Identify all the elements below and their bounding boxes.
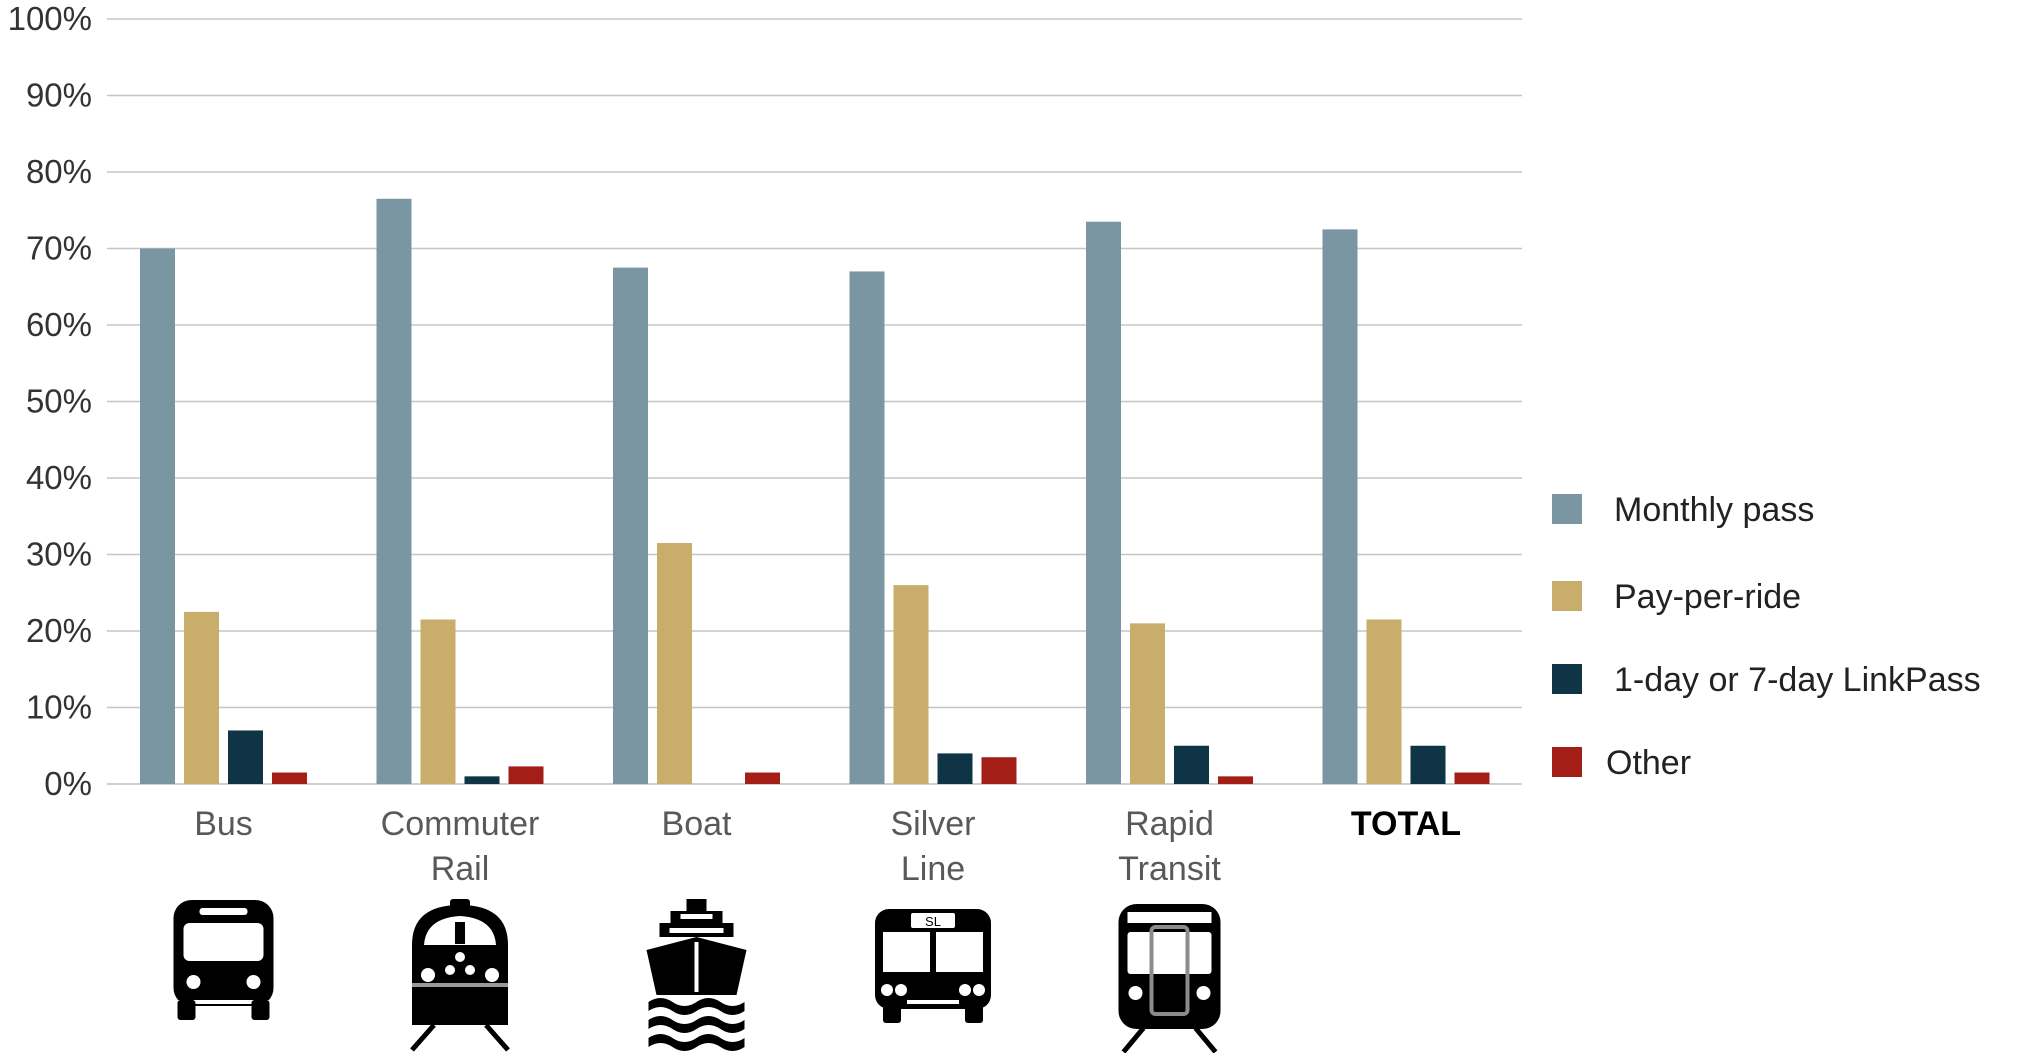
mode-icons: SL bbox=[173, 899, 1221, 1053]
y-tick-label: 0% bbox=[44, 765, 92, 802]
category-label: Silver bbox=[890, 805, 975, 843]
legend-label: Other bbox=[1606, 744, 1691, 782]
bar bbox=[420, 619, 456, 784]
y-tick-label: 70% bbox=[26, 230, 92, 267]
legend-swatch bbox=[1552, 494, 1582, 524]
bar bbox=[184, 611, 219, 784]
category-label: Rail bbox=[431, 850, 490, 888]
category-label: Commuter bbox=[381, 805, 540, 843]
bar bbox=[893, 585, 929, 784]
bar bbox=[376, 198, 412, 784]
y-tick-label: 90% bbox=[26, 77, 92, 114]
y-tick-label: 40% bbox=[26, 459, 92, 496]
bar bbox=[228, 730, 263, 784]
legend-swatch bbox=[1552, 747, 1582, 777]
legend: Monthly pass Pay-per-ride 1-day or 7-day L… bbox=[1552, 491, 1981, 782]
legend-label: Pay-per-ride bbox=[1614, 578, 1801, 616]
bus-icon bbox=[173, 900, 274, 1020]
bar bbox=[657, 543, 692, 784]
y-tick-label: 10% bbox=[26, 689, 92, 726]
category-label: TOTAL bbox=[1351, 805, 1461, 843]
legend-entry: 1-day or 7-day LinkPass bbox=[1552, 661, 1981, 699]
y-tick-label: 20% bbox=[26, 612, 92, 649]
bar bbox=[1130, 623, 1165, 784]
bar bbox=[1322, 229, 1358, 784]
bar bbox=[508, 766, 544, 784]
bar bbox=[272, 772, 307, 784]
bar bbox=[1174, 745, 1209, 784]
legend-label: 1-day or 7-day LinkPass bbox=[1614, 661, 1981, 699]
bar bbox=[937, 753, 973, 784]
bar bbox=[140, 248, 175, 784]
category-labels: Bus Commuter Rail Boat Silver Line Rapid Transi… bbox=[194, 805, 1461, 888]
legend-entry: Pay-per-ride bbox=[1552, 578, 1801, 616]
legend-label: Monthly pass bbox=[1614, 491, 1814, 529]
legend-swatch bbox=[1552, 664, 1582, 694]
legend-entry: Other bbox=[1552, 744, 1691, 782]
y-tick-label: 50% bbox=[26, 383, 92, 420]
bar bbox=[1366, 619, 1402, 784]
category-label: Bus bbox=[194, 805, 253, 843]
boat-icon bbox=[646, 899, 747, 1051]
y-axis-ticks: 0% 10% 20% 30% 40% 50% 60% 70% 80% 90% 100% bbox=[8, 0, 92, 802]
y-tick-label: 30% bbox=[26, 536, 92, 573]
y-tick-label: 100% bbox=[8, 0, 92, 37]
bar bbox=[1086, 221, 1121, 785]
category-label: Transit bbox=[1118, 850, 1221, 888]
svg-text:SL: SL bbox=[925, 914, 941, 929]
category-label: Rapid bbox=[1125, 805, 1214, 843]
bar bbox=[613, 267, 648, 784]
bar bbox=[981, 757, 1017, 784]
category-label: Boat bbox=[662, 805, 732, 843]
bar bbox=[1410, 745, 1446, 784]
bar bbox=[464, 776, 500, 784]
legend-swatch bbox=[1552, 581, 1582, 611]
bar bbox=[849, 271, 885, 784]
gridlines bbox=[107, 18, 1522, 785]
silver-line-bus-icon: SL bbox=[875, 909, 991, 1023]
bar bbox=[745, 772, 780, 784]
category-label: Line bbox=[901, 850, 965, 888]
rapid-transit-train-icon bbox=[1118, 904, 1221, 1053]
bar bbox=[1218, 776, 1253, 784]
bars bbox=[140, 198, 1490, 785]
bar bbox=[1454, 772, 1490, 784]
commuter-rail-icon bbox=[410, 899, 510, 1052]
y-tick-label: 80% bbox=[26, 153, 92, 190]
y-tick-label: 60% bbox=[26, 306, 92, 343]
legend-entry: Monthly pass bbox=[1552, 491, 1814, 529]
